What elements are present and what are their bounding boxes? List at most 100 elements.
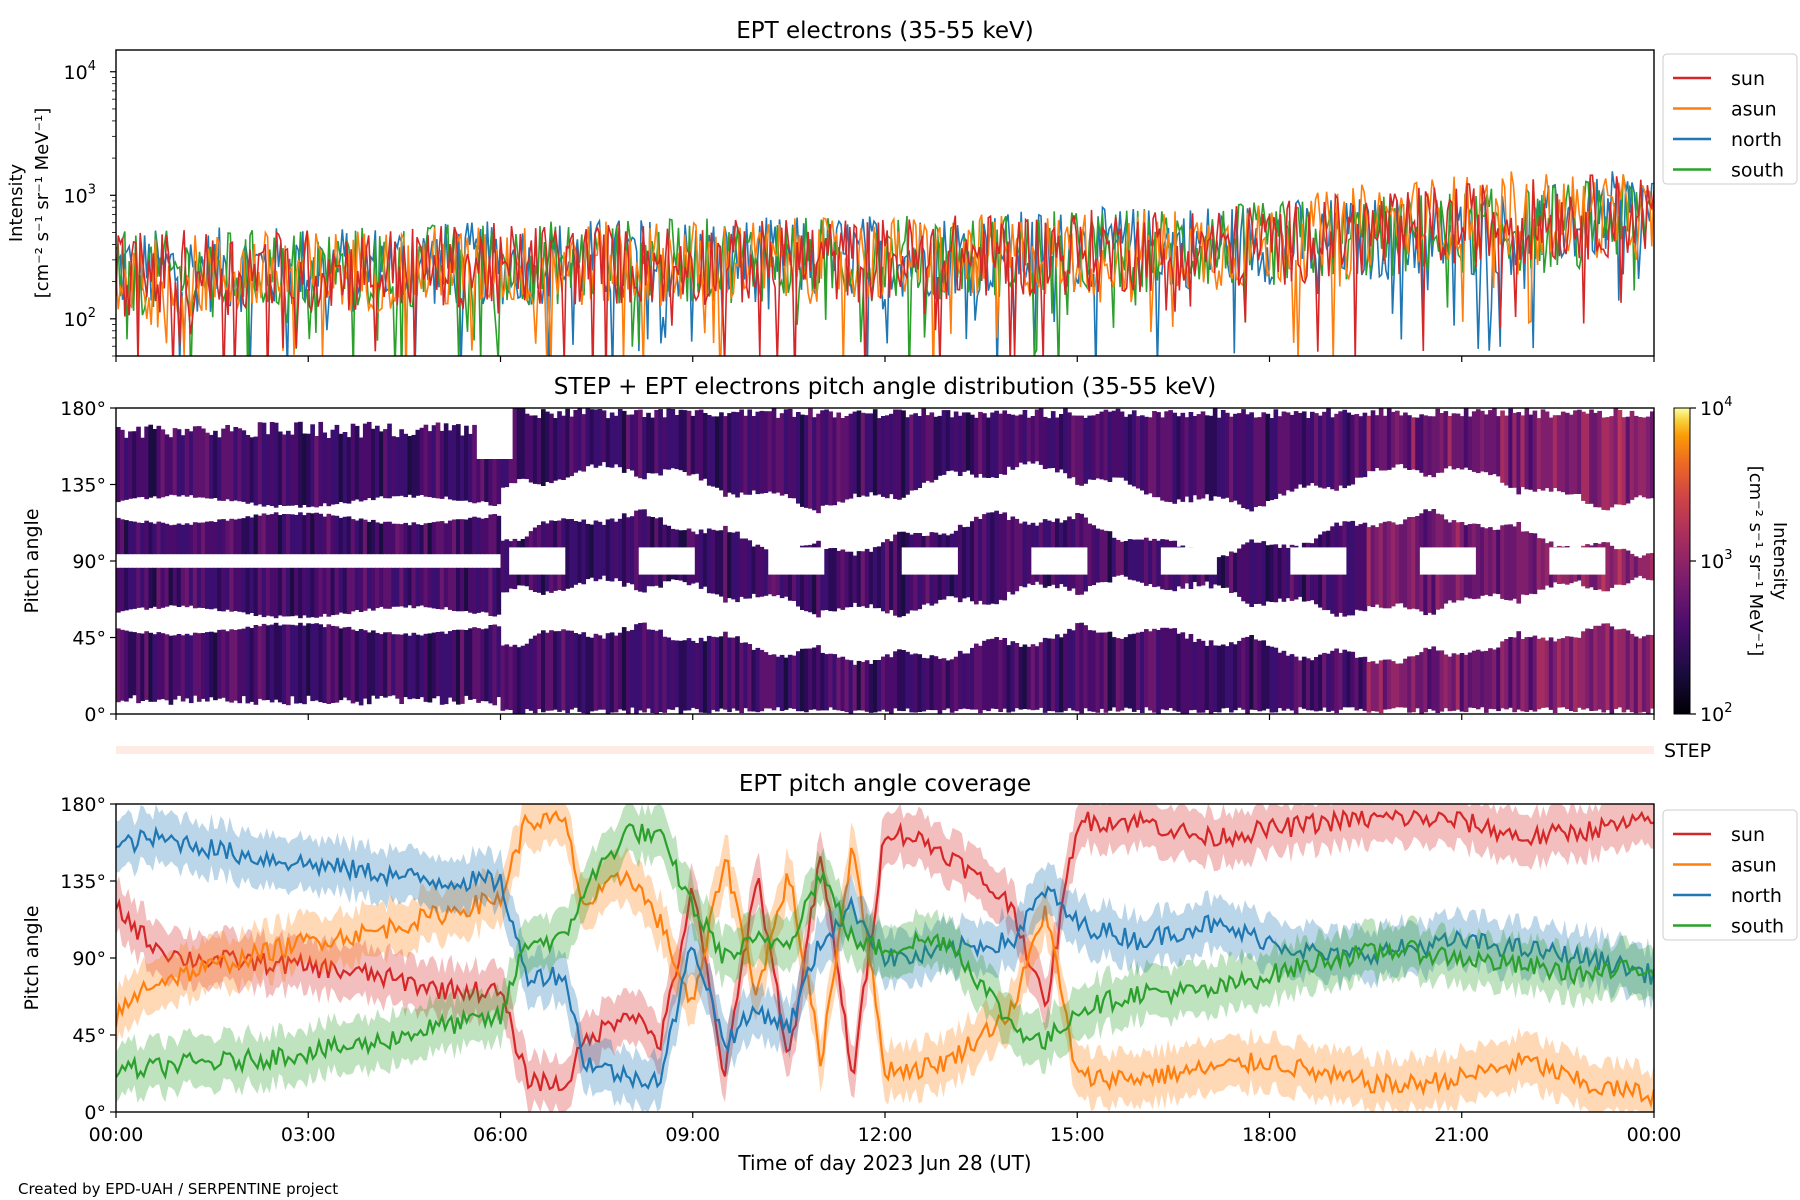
heatmap-cell (427, 567, 433, 608)
heatmap-cell (281, 514, 287, 555)
heatmap-cell (690, 640, 696, 708)
heatmap-cell (273, 567, 279, 619)
heatmap-cell (1285, 655, 1291, 709)
heatmap-cell (395, 523, 400, 555)
heatmap-cell (464, 567, 469, 611)
heatmap-cell (990, 512, 995, 604)
heatmap-cell (124, 520, 129, 555)
heatmap-cell (1467, 574, 1473, 599)
heatmap-cell (1164, 627, 1169, 711)
heatmap-cell (601, 410, 607, 463)
heatmap-cell (1184, 638, 1190, 714)
heatmap-cell (415, 429, 421, 496)
heatmap-cell (755, 647, 761, 713)
heatmap-cell (569, 630, 574, 710)
heatmap-cell (1253, 417, 1258, 508)
heatmap-cell (411, 567, 417, 609)
heatmap-cell (945, 660, 951, 709)
legend-label-north: north (1731, 129, 1782, 151)
heatmap-cell (617, 518, 623, 581)
pitch-ytick-label: 180° (60, 794, 106, 816)
heatmap-cell (1613, 408, 1619, 505)
heatmap-cell (476, 567, 481, 613)
heatmap-cell (504, 459, 510, 488)
heatmap-cell (1650, 553, 1654, 581)
heatmap-cell (1435, 574, 1441, 610)
heatmap-cell (1002, 410, 1008, 475)
heatmap-cell (1067, 574, 1072, 591)
heatmap-cell (593, 633, 599, 711)
heatmap-cell (1010, 414, 1016, 470)
heatmap-cell (553, 521, 558, 548)
heatmap-cell (1305, 658, 1311, 711)
heatmap-cell (281, 434, 287, 506)
heatmap-cell (860, 661, 866, 711)
pitch-ytick-label: 90° (72, 551, 106, 573)
heatmap-cell (1180, 412, 1186, 502)
heatmap-cell (1350, 520, 1356, 616)
heatmap-cell (1322, 652, 1327, 708)
heatmap-cell (1293, 574, 1299, 600)
heatmap-cell (322, 432, 328, 504)
heatmap-cell (1115, 638, 1121, 712)
heatmap-cell (917, 416, 923, 488)
heatmap-cell (727, 413, 732, 493)
heatmap-cell (1123, 541, 1129, 577)
heatmap-cell (1010, 641, 1016, 712)
heatmap-cell (816, 645, 821, 711)
heatmap-cell (1471, 574, 1477, 600)
heatmap-cell (945, 535, 951, 548)
colorbar-label-line1: Intensity (1769, 522, 1790, 601)
heatmap-cell (1573, 637, 1578, 712)
heatmap-cell (735, 531, 740, 603)
heatmap-cell (1463, 525, 1469, 548)
heatmap-cell (921, 536, 927, 548)
heatmap-cell (176, 523, 182, 555)
heatmap-cell (508, 646, 514, 710)
heatmap-cell (978, 411, 983, 474)
heatmap-cell (302, 433, 307, 505)
heatmap-cell (1374, 663, 1380, 712)
heatmap-cell (1415, 417, 1420, 471)
heatmap-cell (399, 524, 404, 555)
heatmap-cell (217, 519, 222, 555)
heatmap-cell (945, 410, 951, 472)
heatmap-cell (1156, 630, 1161, 714)
heatmap-cell (1135, 632, 1141, 710)
heatmap-cell (682, 530, 688, 548)
heatmap-cell (330, 429, 336, 505)
heatmap-cell (1488, 527, 1493, 597)
heatmap-cell (1585, 413, 1590, 504)
heatmap-cell (1310, 543, 1315, 548)
heatmap-cell (443, 523, 449, 555)
heatmap-cell (1285, 547, 1291, 599)
heatmap-cell (711, 416, 716, 487)
heatmap-cell (609, 412, 615, 468)
heatmap-cell (711, 529, 716, 594)
heatmap-cell (528, 638, 534, 711)
heatmap-cell (860, 551, 866, 607)
heatmap-cell (1605, 417, 1611, 511)
heatmap-cell (1144, 629, 1149, 708)
heatmap-cell (492, 567, 498, 617)
heatmap-cell (986, 639, 991, 712)
heatmap-cell (249, 628, 255, 702)
heatmap-cell (419, 427, 425, 495)
heatmap-cell (1641, 417, 1647, 498)
heatmap-cell (1556, 574, 1562, 584)
heatmap-cell (800, 414, 805, 507)
colorbar-tick-label: 102 (1700, 701, 1732, 726)
heatmap-cell (1229, 551, 1234, 593)
heatmap-cell (864, 413, 870, 497)
heatmap-cell (1014, 415, 1020, 468)
pitch-ytick-label: 135° (60, 475, 106, 497)
heatmap-cell (913, 574, 918, 611)
heatmap-cell (1318, 415, 1323, 488)
heatmap-cell (1111, 537, 1117, 577)
heatmap-cell (844, 551, 850, 608)
heatmap-cell (719, 412, 724, 491)
heatmap-cell (492, 514, 498, 555)
heatmap-cell (767, 574, 773, 595)
heatmap-cell (334, 567, 340, 615)
heatmap-cell (589, 409, 595, 465)
